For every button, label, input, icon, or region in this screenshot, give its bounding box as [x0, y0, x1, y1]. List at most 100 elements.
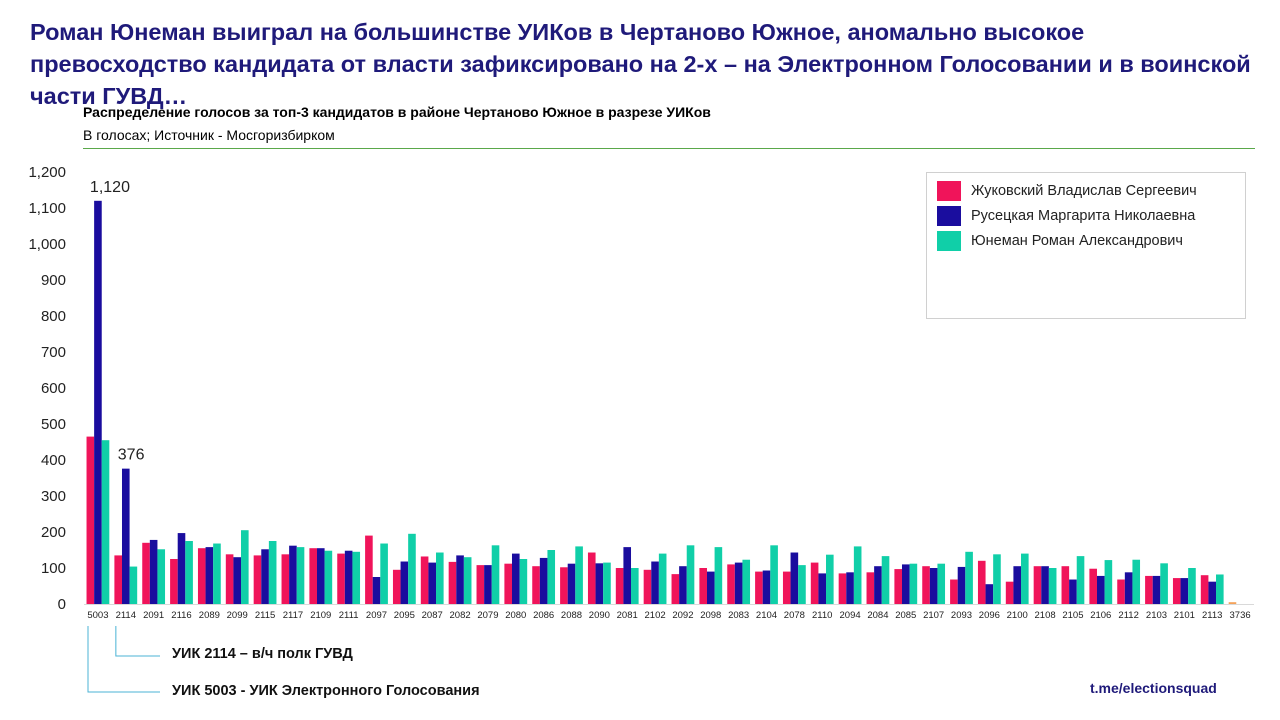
bar [770, 545, 778, 604]
bar [289, 545, 297, 604]
x-tick-label: 2117 [283, 610, 303, 621]
bar [658, 553, 667, 604]
x-tick-label: 2109 [310, 610, 331, 621]
bar [519, 559, 528, 604]
bar [205, 547, 214, 604]
legend-label-zhukovsky: Жуковский Владислав Сергеевич [971, 183, 1197, 199]
bar [782, 571, 791, 604]
x-tick-label: 2100 [1007, 610, 1028, 621]
x-tick-label: 5003 [87, 610, 108, 621]
bar [1069, 579, 1077, 604]
x-tick-label: 2092 [672, 610, 693, 621]
bar [706, 571, 715, 604]
bar [1033, 566, 1042, 604]
x-tick-label: 2084 [867, 610, 888, 621]
bar [671, 574, 680, 604]
x-tick-label: 2098 [700, 610, 721, 621]
bar [491, 545, 500, 604]
bar [511, 553, 520, 604]
x-tick-label: 2115 [255, 610, 275, 621]
bar [101, 440, 110, 604]
bar [428, 562, 437, 604]
bar [686, 545, 695, 604]
bar [762, 570, 771, 604]
bar [86, 436, 95, 604]
bar [846, 572, 854, 604]
bar [937, 563, 946, 604]
y-tick-label: 500 [41, 416, 66, 433]
bar [922, 566, 930, 604]
bar [810, 562, 819, 604]
bar [595, 563, 604, 604]
x-tick-label: 2086 [533, 610, 554, 621]
bar [233, 557, 242, 604]
bar [1013, 566, 1022, 604]
bar [213, 543, 221, 604]
legend-item-rusetskaya: Русецкая Маргарита Николаевна [937, 206, 1195, 226]
chart-bars [86, 200, 1237, 605]
bar [1041, 566, 1049, 604]
bar [1096, 575, 1105, 604]
bar [241, 530, 249, 604]
bar [560, 567, 568, 604]
y-tick-label: 100 [41, 560, 66, 577]
bar [309, 548, 317, 604]
bar [651, 561, 659, 604]
legend-item-zhukovsky: Жуковский Владислав Сергеевич [937, 181, 1197, 201]
bar [798, 565, 806, 604]
bar [484, 565, 492, 604]
legend-label-yuneman: Юнеман Роман Александрович [971, 233, 1183, 249]
legend-swatch-yuneman [937, 231, 961, 251]
bar [1076, 556, 1085, 604]
x-tick-label: 2110 [812, 610, 832, 621]
x-tick-label: 2106 [1090, 610, 1111, 621]
legend-swatch-zhukovsky [937, 181, 961, 201]
bar [436, 552, 444, 604]
bar [838, 573, 847, 604]
bar [149, 539, 158, 604]
bar [1117, 579, 1125, 604]
bar [129, 566, 138, 604]
bar [1208, 581, 1217, 604]
bar [365, 535, 373, 604]
bar [1160, 563, 1168, 604]
bar [380, 543, 388, 604]
bar [157, 549, 166, 604]
headline: Роман Юнеман выиграл на большинстве УИКо… [30, 19, 1251, 109]
x-tick-label: 2116 [171, 610, 191, 621]
chart-title: Распределение голосов за топ-3 кандидато… [83, 104, 711, 120]
data-label: 1,120 [90, 179, 130, 196]
bar [1172, 578, 1181, 604]
bar [476, 565, 485, 604]
y-tick-label: 0 [58, 596, 66, 613]
x-tick-label: 2099 [227, 610, 248, 621]
y-tick-label: 600 [41, 380, 66, 397]
bar [1188, 568, 1196, 604]
watermark-link[interactable]: t.me/electionsquad [1090, 680, 1217, 696]
bar [177, 533, 186, 604]
x-tick-label: 2097 [366, 610, 387, 621]
chart-labels: 0 100 200 300 400 500 600 700 800 900 1,000 1,100 1,… [28, 164, 1250, 621]
bar [894, 569, 902, 604]
callout-leader-lines [87, 626, 160, 693]
bar [790, 552, 799, 604]
callout-uik5003: УИК 5003 - УИК Электронного Голосования [172, 683, 480, 699]
bar [1005, 581, 1014, 604]
bar [408, 533, 416, 604]
y-tick-label: 700 [41, 344, 66, 361]
bar [866, 572, 875, 604]
x-tick-label: 2094 [840, 610, 861, 621]
data-label: 376 [118, 447, 145, 464]
y-tick-label: 300 [41, 488, 66, 505]
bar [575, 546, 583, 604]
bar [874, 566, 882, 604]
bar [1021, 553, 1029, 604]
legend-label-rusetskaya: Русецкая Маргарита Николаевна [971, 208, 1196, 224]
bar [268, 541, 277, 604]
leader-line-5003 [87, 626, 160, 693]
bar [1048, 568, 1057, 604]
bar [1180, 578, 1189, 604]
bar [826, 554, 834, 604]
x-tick-label: 2090 [589, 610, 610, 621]
y-tick-label: 1,200 [28, 164, 66, 181]
